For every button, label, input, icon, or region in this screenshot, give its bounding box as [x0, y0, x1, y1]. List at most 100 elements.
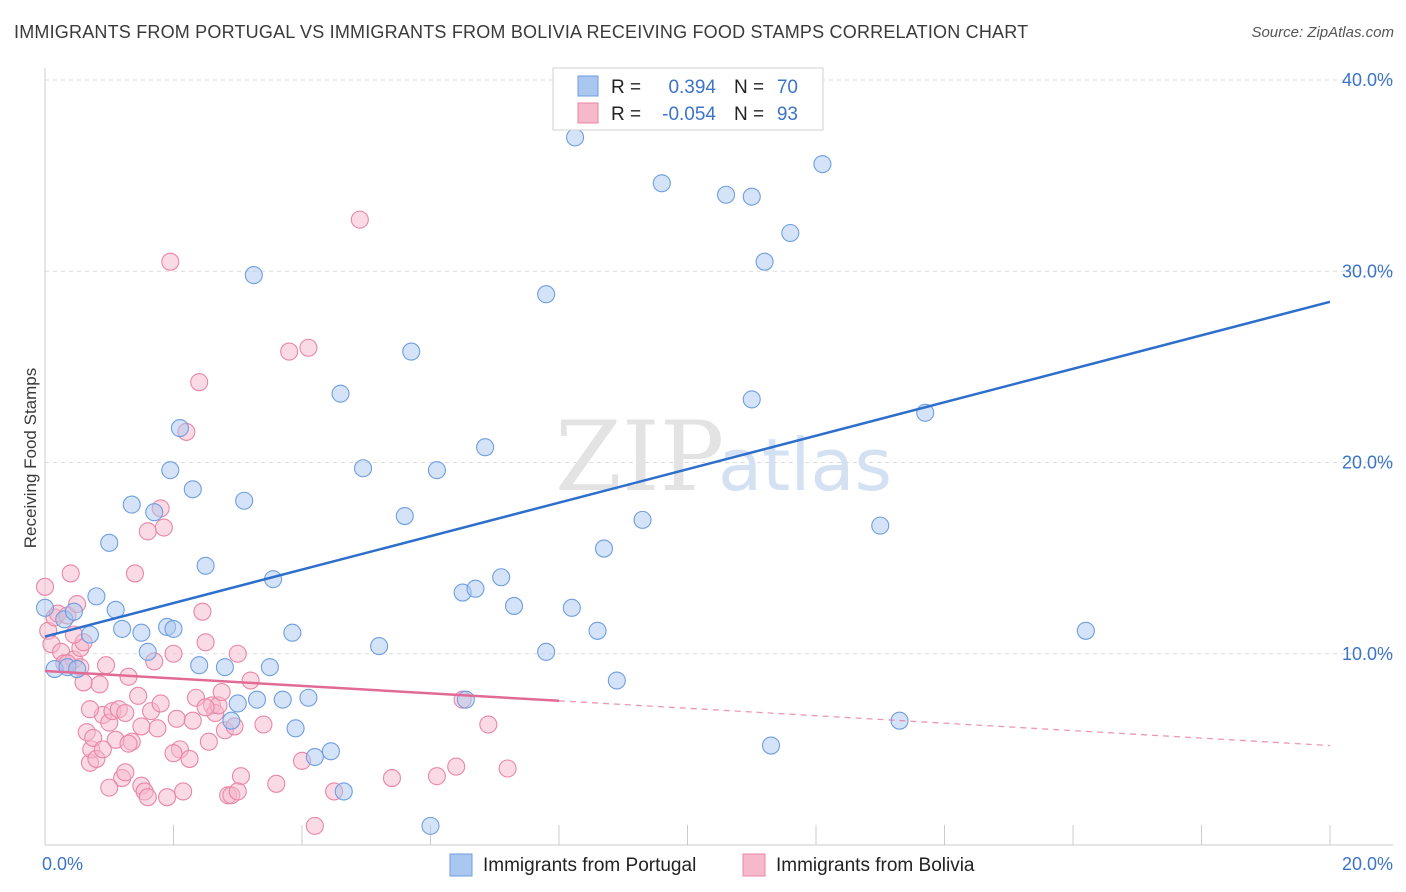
trend-line-extension-bolivia — [558, 700, 1331, 747]
data-point-portugal — [215, 658, 234, 677]
data-point-portugal — [813, 155, 832, 174]
data-point-bolivia — [193, 602, 212, 621]
watermark-zip: ZIP — [555, 401, 724, 513]
data-point-bolivia — [241, 671, 260, 690]
data-point-bolivia — [180, 749, 199, 768]
data-point-portugal — [492, 568, 511, 587]
data-point-portugal — [244, 266, 263, 285]
trend-line-portugal — [44, 300, 1331, 638]
data-point-bolivia — [35, 577, 55, 596]
data-point-portugal — [633, 510, 652, 529]
data-point-bolivia — [154, 518, 173, 537]
series-bolivia-points — [35, 210, 517, 835]
trend-layer — [44, 300, 1331, 747]
y-tick-label: 10.0% — [1342, 644, 1393, 664]
data-point-bolivia — [280, 342, 299, 361]
data-point-portugal — [283, 623, 302, 642]
legend-r-label-portugal: R = — [611, 77, 641, 98]
x-tick-label: 20.0% — [1342, 854, 1393, 874]
bottom-legend-label-bolivia: Immigrants from Bolivia — [776, 855, 975, 876]
data-point-portugal — [504, 596, 524, 615]
data-point-bolivia — [164, 744, 183, 763]
data-point-portugal — [321, 742, 340, 761]
data-point-bolivia — [129, 686, 148, 705]
data-point-bolivia — [138, 788, 157, 807]
data-point-bolivia — [228, 782, 247, 801]
data-point-bolivia — [90, 675, 109, 694]
data-point-portugal — [871, 516, 890, 535]
data-point-bolivia — [305, 816, 324, 835]
legend-r-value-portugal: 0.394 — [668, 77, 716, 98]
series-portugal-points — [35, 128, 1095, 835]
data-point-portugal — [35, 598, 55, 617]
legend-n-value-bolivia: 93 — [777, 104, 798, 125]
data-point-portugal — [566, 128, 585, 147]
data-point-portugal — [87, 587, 106, 606]
data-point-portugal — [1076, 621, 1095, 640]
bottom-legend-label-portugal: Immigrants from Portugal — [483, 855, 696, 876]
data-point-bolivia — [158, 788, 177, 807]
data-point-portugal — [781, 223, 800, 243]
data-point-portugal — [247, 690, 267, 709]
chart-source: Source: ZipAtlas.com — [1251, 24, 1394, 41]
grid-layer — [45, 79, 1393, 655]
data-point-bolivia — [196, 633, 215, 652]
data-point-portugal — [145, 503, 164, 522]
data-point-bolivia — [382, 769, 402, 788]
data-point-portugal — [761, 736, 781, 755]
data-point-bolivia — [498, 759, 517, 778]
data-point-portugal — [466, 579, 485, 598]
data-point-bolivia — [151, 694, 170, 713]
legend-r-value-bolivia: -0.054 — [662, 104, 716, 125]
data-point-portugal — [476, 438, 495, 457]
data-point-portugal — [273, 690, 292, 709]
data-point-portugal — [456, 690, 475, 709]
data-point-portugal — [334, 782, 353, 801]
data-point-portugal — [122, 495, 141, 514]
data-point-bolivia — [164, 644, 183, 663]
data-point-bolivia — [148, 719, 167, 738]
data-point-portugal — [395, 506, 414, 526]
data-point-portugal — [716, 185, 736, 204]
stats-legend: R = 0.394 N = 70 R = -0.054 N = 93 — [552, 67, 824, 131]
data-point-bolivia — [167, 709, 186, 728]
data-point-portugal — [164, 619, 183, 638]
data-point-portugal — [607, 671, 626, 690]
data-point-portugal — [594, 539, 614, 558]
data-point-portugal — [138, 642, 157, 661]
y-axis-label: Receiving Food Stamps — [21, 368, 40, 548]
data-point-bolivia — [231, 767, 251, 786]
data-point-portugal — [353, 459, 373, 478]
data-point-portugal — [64, 602, 83, 621]
data-point-portugal — [113, 619, 132, 638]
data-point-portugal — [100, 533, 119, 552]
data-point-portugal — [161, 461, 180, 480]
y-tick-label: 30.0% — [1342, 261, 1393, 281]
legend-n-label-portugal: N = — [734, 77, 764, 98]
data-point-portugal — [190, 656, 209, 675]
data-point-portugal — [196, 556, 215, 575]
data-point-bolivia — [190, 373, 209, 392]
data-point-portugal — [742, 187, 761, 206]
data-point-portugal — [652, 174, 671, 193]
watermark-atlas: atlas — [718, 423, 892, 507]
data-point-portugal — [80, 625, 100, 644]
data-point-bolivia — [447, 757, 466, 776]
data-point-portugal — [68, 659, 87, 679]
data-point-bolivia — [350, 210, 369, 229]
data-point-portugal — [305, 747, 324, 767]
data-point-bolivia — [125, 564, 144, 583]
data-point-bolivia — [228, 644, 247, 663]
watermark: ZIP atlas — [555, 401, 892, 513]
data-point-portugal — [537, 642, 556, 661]
bottom-legend-swatch-portugal — [449, 853, 473, 877]
trend-line-bolivia — [44, 669, 560, 703]
data-point-bolivia — [132, 717, 151, 736]
data-point-portugal — [370, 637, 389, 656]
legend-r-label-bolivia: R = — [611, 104, 641, 125]
legend-swatch-bolivia — [577, 102, 599, 124]
data-point-bolivia — [174, 782, 193, 801]
data-point-portugal — [132, 623, 151, 642]
data-point-bolivia — [96, 656, 116, 675]
series-legend: Immigrants from Portugal Immigrants from… — [449, 853, 975, 877]
